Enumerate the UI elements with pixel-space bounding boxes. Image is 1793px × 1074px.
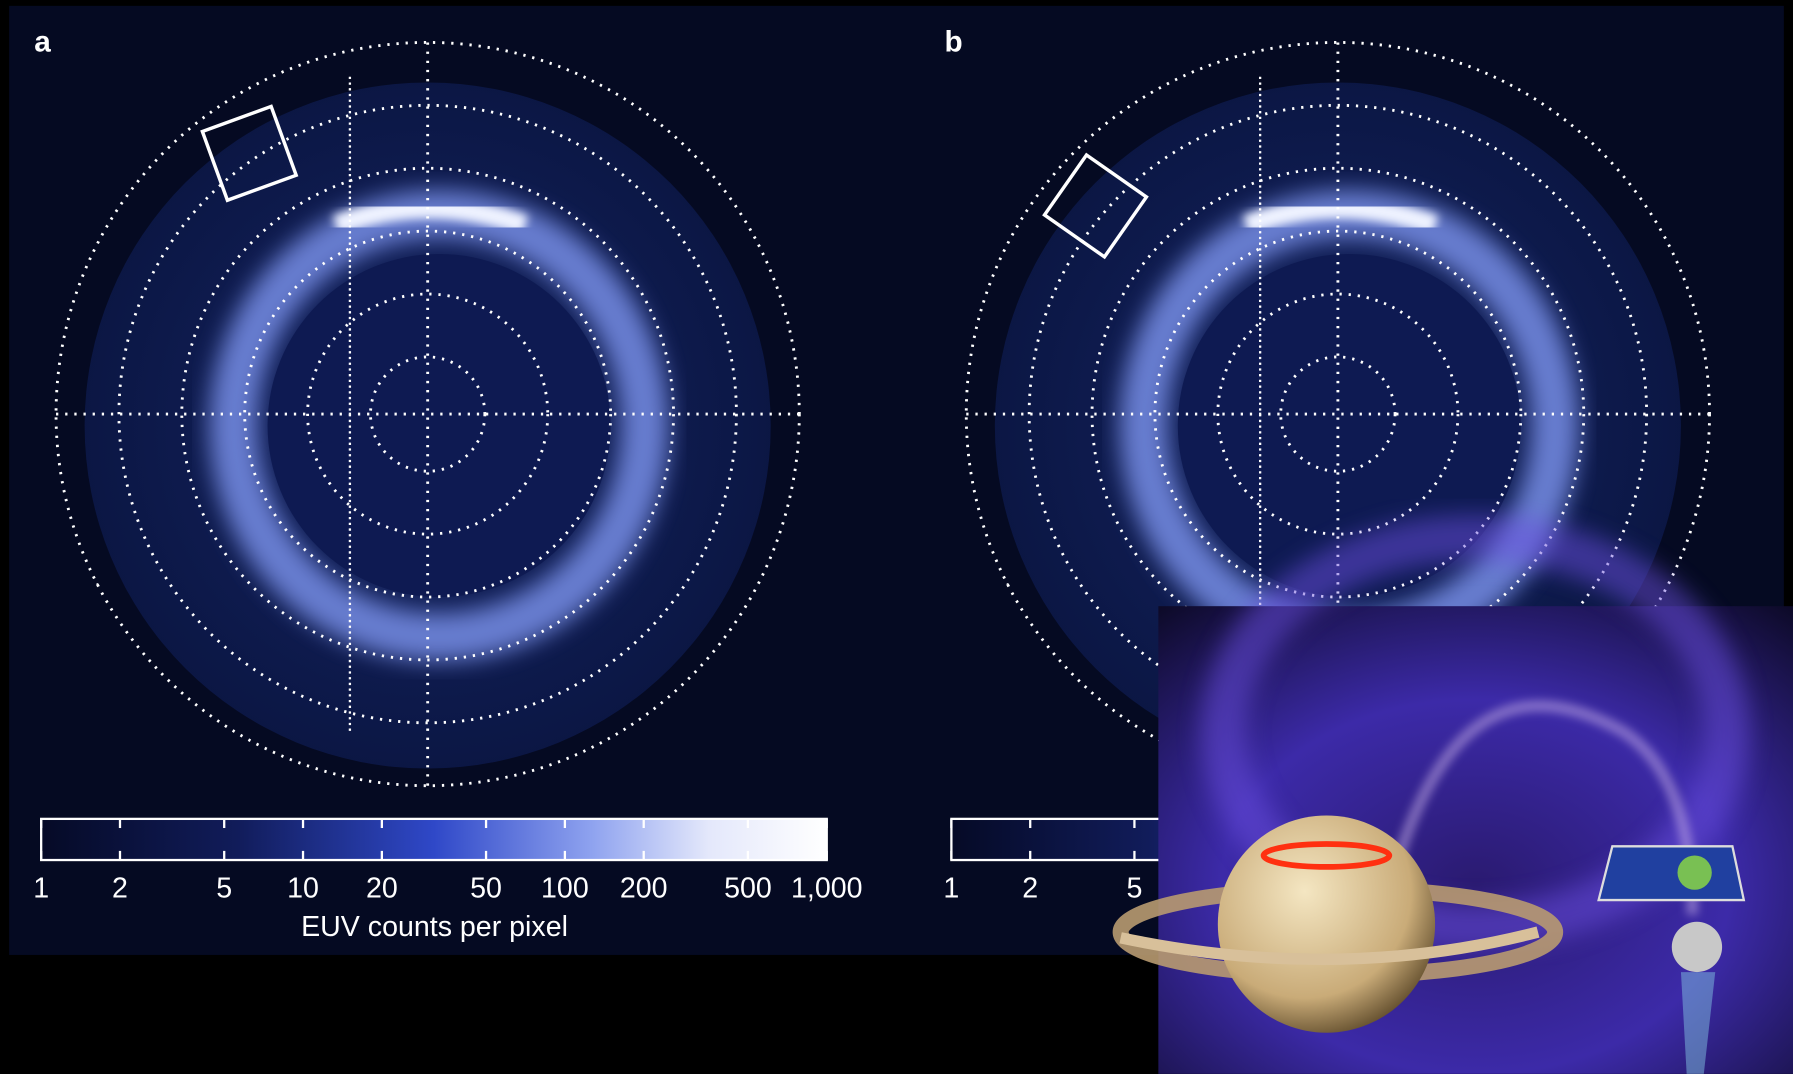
latitude-circle <box>369 355 487 473</box>
region-box <box>1042 152 1149 260</box>
colorbar-tick-label: 100 <box>541 872 589 904</box>
polar-center <box>267 253 611 598</box>
latitude-circle <box>1027 103 1649 725</box>
region-box <box>200 104 299 203</box>
colorbar-tick-label: 20 <box>366 872 398 904</box>
polar-center <box>1177 253 1521 598</box>
colorbar <box>40 817 828 862</box>
colorbar-tick-label: 2 <box>1022 872 1038 904</box>
latitude-circle <box>1153 229 1523 599</box>
inset-illustration <box>1112 514 1793 1074</box>
colorbar-tick-label: 10 <box>287 872 319 904</box>
colorbar-label: EUV counts per pixel <box>301 911 568 943</box>
colorbar-tick-label: 1,000 <box>791 872 863 904</box>
colorbar-tick-label: 1 <box>943 872 959 904</box>
colorbar-tick-label: 5 <box>216 872 232 904</box>
auroral-arc <box>332 198 529 236</box>
latitude-circle <box>243 229 613 599</box>
latitude-circle <box>117 103 738 725</box>
latitude-circle <box>1216 292 1460 536</box>
colorbar-tick-label: 2 <box>112 872 128 904</box>
polar-panel: a 1 2 5 10 20 50 100 200 500 1,000 EUV counts per p… <box>33 25 862 943</box>
colorbar-tick-label: 5 <box>1126 872 1142 904</box>
panel-label: a <box>34 25 51 58</box>
colorbar-tick-label: 200 <box>620 872 668 904</box>
latitude-circle <box>306 292 550 536</box>
colorbar-tick-label: 1 <box>33 872 49 904</box>
panel-label: b <box>945 25 963 58</box>
colorbar-tick-label: 50 <box>470 872 502 904</box>
auroral-arc <box>1242 198 1439 236</box>
latitude-circle <box>1279 355 1397 473</box>
colorbar-tick-label: 500 <box>724 872 772 904</box>
latitude-circle <box>180 166 675 662</box>
